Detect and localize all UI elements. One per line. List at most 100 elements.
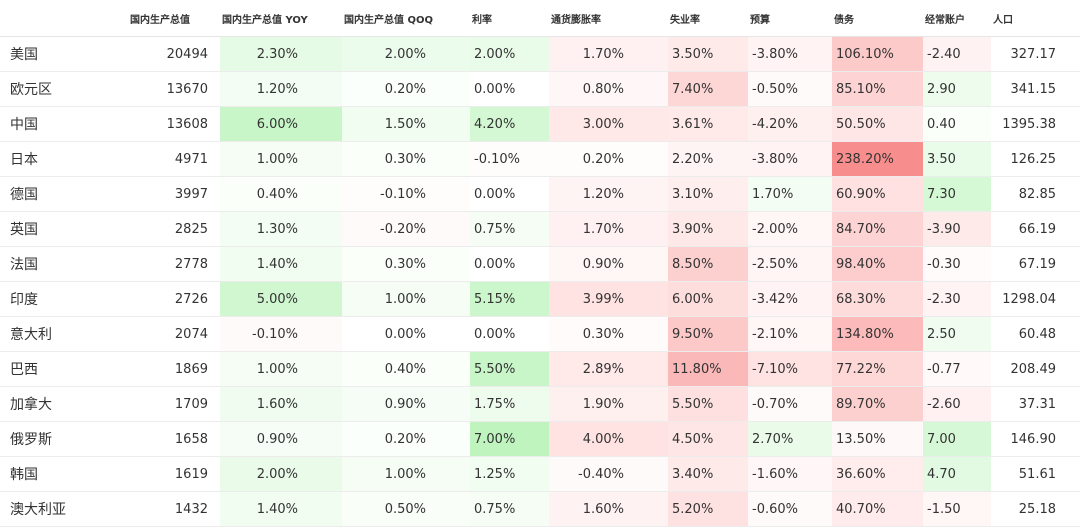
population-cell: 82.85 [991, 176, 1080, 212]
gdp-qoq-cell: 0.00% [342, 316, 470, 352]
budget-cell: 2.70% [748, 421, 832, 457]
gdp-cell: 2825 [128, 211, 220, 247]
inflation-rate-cell: 0.90% [549, 246, 668, 282]
gdp-cell: 2778 [128, 246, 220, 282]
population-cell: 25.18 [991, 491, 1080, 527]
country-column-header [0, 0, 128, 37]
inflation-rate-cell: 4.00% [549, 421, 668, 457]
gdp-cell: 1432 [128, 491, 220, 527]
interest-rate-cell: -0.10% [470, 141, 549, 177]
budget-cell: -7.10% [748, 351, 832, 387]
current-account-cell: 0.40 [923, 106, 991, 142]
country-name-cell: 中国 [0, 106, 128, 142]
debt-cell: 77.22% [832, 351, 923, 387]
inflation-rate-cell: 3.99% [549, 281, 668, 317]
interest-rate-cell: 0.75% [470, 491, 549, 527]
inflation-rate-cell: 1.60% [549, 491, 668, 527]
population-cell: 327.17 [991, 36, 1080, 72]
table-header-row: 国内生产总值 国内生产总值 YOY 国内生产总值 QOQ 利率 通货膨胀率 失业率 预算 债务… [0, 0, 1080, 37]
table-row: 法国 2778 1.40% 0.30% 0.00% 0.90% 8.50% -2.50% 98.… [0, 246, 1080, 282]
table-row: 巴西 1869 1.00% 0.40% 5.50% 2.89% 11.80% -7.10% 77… [0, 351, 1080, 387]
population-cell: 146.90 [991, 421, 1080, 457]
debt-cell: 238.20% [832, 141, 923, 177]
debt-cell: 60.90% [832, 176, 923, 212]
inflation-rate-cell: 1.70% [549, 211, 668, 247]
gdp-qoq-cell: 0.30% [342, 246, 470, 282]
country-name-cell: 俄罗斯 [0, 421, 128, 457]
interest-rate-cell: 4.20% [470, 106, 549, 142]
inflation-rate-column-header: 通货膨胀率 [549, 0, 668, 37]
country-name-cell: 澳大利亚 [0, 491, 128, 527]
debt-cell: 68.30% [832, 281, 923, 317]
gdp-qoq-cell: 0.20% [342, 71, 470, 107]
gdp-yoy-cell: 6.00% [220, 106, 342, 142]
unemployment-rate-cell: 5.20% [668, 491, 748, 527]
country-name-cell: 英国 [0, 211, 128, 247]
gdp-yoy-cell: 1.00% [220, 141, 342, 177]
current-account-cell: -2.40 [923, 36, 991, 72]
debt-cell: 40.70% [832, 491, 923, 527]
unemployment-rate-cell: 5.50% [668, 386, 748, 422]
gdp-cell: 1658 [128, 421, 220, 457]
budget-column-header: 预算 [748, 0, 832, 37]
gdp-yoy-cell: -0.10% [220, 316, 342, 352]
gdp-cell: 1709 [128, 386, 220, 422]
table-row: 中国 13608 6.00% 1.50% 4.20% 3.00% 3.61% -4.20% 50… [0, 106, 1080, 142]
interest-rate-cell: 0.00% [470, 246, 549, 282]
gdp-qoq-cell: -0.20% [342, 211, 470, 247]
gdp-cell: 1869 [128, 351, 220, 387]
gdp-qoq-cell: 0.40% [342, 351, 470, 387]
budget-cell: -2.50% [748, 246, 832, 282]
gdp-qoq-cell: 1.50% [342, 106, 470, 142]
table-row: 印度 2726 5.00% 1.00% 5.15% 3.99% 6.00% -3.42% 68.… [0, 281, 1080, 317]
gdp-yoy-cell: 2.00% [220, 456, 342, 492]
current-account-cell: 7.00 [923, 421, 991, 457]
gdp-yoy-cell: 0.90% [220, 421, 342, 457]
unemployment-rate-cell: 2.20% [668, 141, 748, 177]
population-cell: 51.61 [991, 456, 1080, 492]
gdp-column-header: 国内生产总值 [128, 0, 220, 37]
interest-rate-cell: 1.25% [470, 456, 549, 492]
debt-cell: 89.70% [832, 386, 923, 422]
country-name-cell: 欧元区 [0, 71, 128, 107]
table-row: 英国 2825 1.30% -0.20% 0.75% 1.70% 3.90% -2.00% 84… [0, 211, 1080, 247]
population-cell: 67.19 [991, 246, 1080, 282]
gdp-cell: 3997 [128, 176, 220, 212]
gdp-cell: 13670 [128, 71, 220, 107]
gdp-qoq-cell: 0.20% [342, 421, 470, 457]
interest-rate-cell: 0.00% [470, 71, 549, 107]
budget-cell: -3.80% [748, 141, 832, 177]
gdp-cell: 2726 [128, 281, 220, 317]
gdp-yoy-cell: 5.00% [220, 281, 342, 317]
gdp-qoq-cell: 2.00% [342, 36, 470, 72]
gdp-yoy-cell: 1.00% [220, 351, 342, 387]
population-cell: 126.25 [991, 141, 1080, 177]
gdp-cell: 20494 [128, 36, 220, 72]
current-account-cell: -1.50 [923, 491, 991, 527]
interest-rate-cell: 5.50% [470, 351, 549, 387]
table-row: 俄罗斯 1658 0.90% 0.20% 7.00% 4.00% 4.50% 2.70% 13.… [0, 421, 1080, 457]
country-name-cell: 日本 [0, 141, 128, 177]
table-row: 加拿大 1709 1.60% 0.90% 1.75% 1.90% 5.50% -0.70% 89… [0, 386, 1080, 422]
unemployment-rate-cell: 3.90% [668, 211, 748, 247]
unemployment-rate-cell: 3.40% [668, 456, 748, 492]
interest-rate-cell: 1.75% [470, 386, 549, 422]
inflation-rate-cell: 0.20% [549, 141, 668, 177]
budget-cell: -3.80% [748, 36, 832, 72]
debt-cell: 134.80% [832, 316, 923, 352]
inflation-rate-cell: 0.80% [549, 71, 668, 107]
budget-cell: -0.70% [748, 386, 832, 422]
population-cell: 1298.04 [991, 281, 1080, 317]
current-account-cell: -3.90 [923, 211, 991, 247]
debt-cell: 50.50% [832, 106, 923, 142]
interest-rate-cell: 2.00% [470, 36, 549, 72]
budget-cell: -0.50% [748, 71, 832, 107]
budget-cell: -4.20% [748, 106, 832, 142]
table-row: 德国 3997 0.40% -0.10% 0.00% 1.20% 3.10% 1.70% 60.… [0, 176, 1080, 212]
unemployment-rate-cell: 4.50% [668, 421, 748, 457]
unemployment-rate-cell: 8.50% [668, 246, 748, 282]
table-row: 美国 20494 2.30% 2.00% 2.00% 1.70% 3.50% -3.80% 10… [0, 36, 1080, 72]
debt-cell: 13.50% [832, 421, 923, 457]
unemployment-rate-cell: 3.61% [668, 106, 748, 142]
table-body: 美国 20494 2.30% 2.00% 2.00% 1.70% 3.50% -3.80% 10… [0, 36, 1080, 527]
